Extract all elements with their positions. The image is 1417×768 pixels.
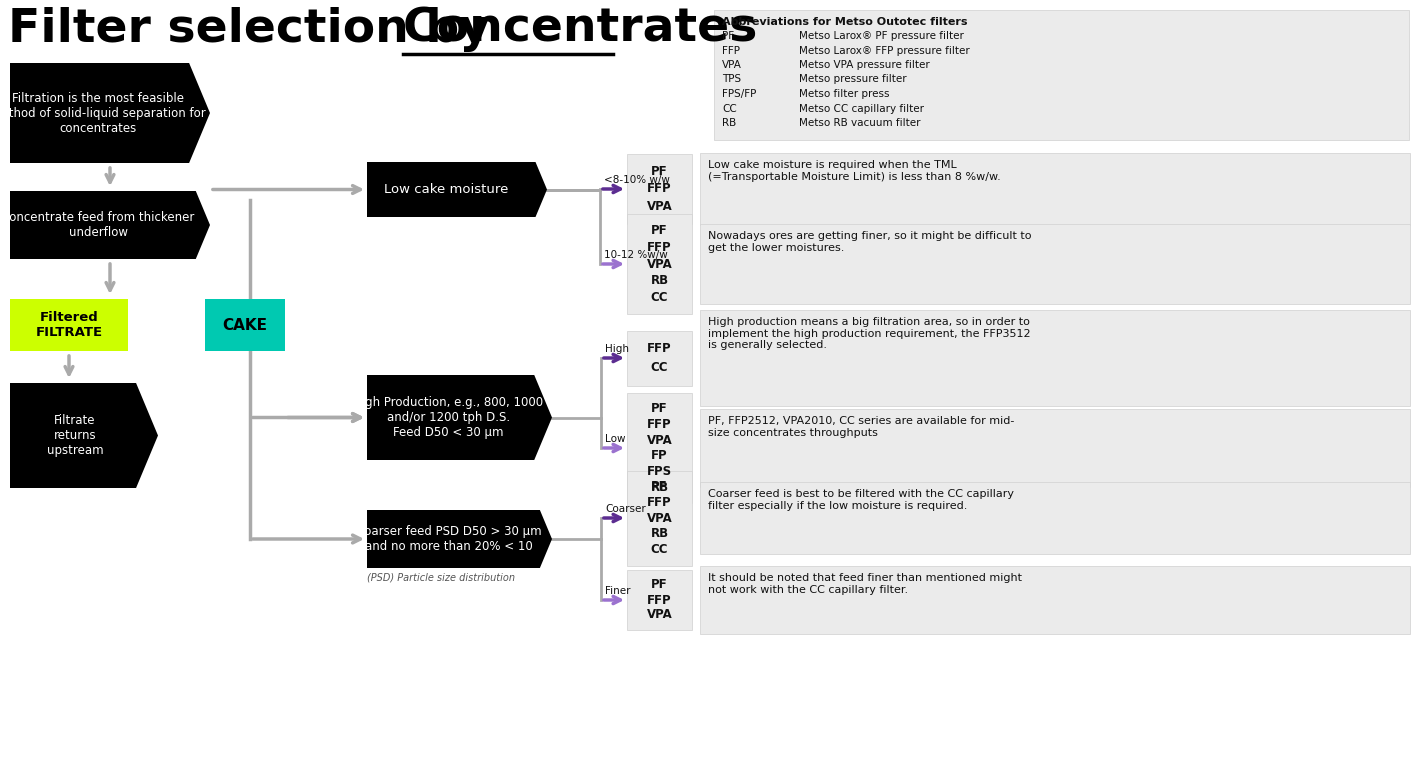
Text: VPA: VPA — [646, 257, 673, 270]
Text: PF: PF — [723, 31, 734, 41]
Text: FFP: FFP — [648, 594, 672, 607]
Bar — [700, 224, 1410, 304]
Bar — [626, 471, 691, 565]
Text: Filtered
FILTRATE: Filtered FILTRATE — [35, 311, 102, 339]
Text: It should be noted that feed finer than mentioned might
not work with the CC cap: It should be noted that feed finer than … — [708, 573, 1022, 594]
Text: Metso CC capillary filter: Metso CC capillary filter — [799, 104, 924, 114]
Bar — [626, 570, 691, 630]
Polygon shape — [367, 162, 547, 217]
Text: Low cake moisture is required when the TML
(=Transportable Moisture Limit) is le: Low cake moisture is required when the T… — [708, 160, 1000, 181]
Bar — [205, 299, 285, 351]
Bar — [626, 393, 691, 503]
Text: Nowadays ores are getting finer, so it might be difficult to
get the lower moist: Nowadays ores are getting finer, so it m… — [708, 231, 1032, 253]
Text: CC: CC — [723, 104, 737, 114]
Text: RB: RB — [650, 481, 669, 494]
Text: Filtration is the most feasible
method of solid-liquid separation for
concentrat: Filtration is the most feasible method o… — [0, 91, 205, 134]
Text: High: High — [605, 344, 629, 354]
Text: VPA: VPA — [646, 511, 673, 525]
Text: Concentrates: Concentrates — [402, 7, 758, 52]
Polygon shape — [10, 383, 159, 488]
Text: High Production, e.g., 800, 1000
and/or 1200 tph D.S.
Feed D50 < 30 μm: High Production, e.g., 800, 1000 and/or … — [353, 396, 544, 439]
Text: CC: CC — [650, 291, 669, 304]
Text: FP: FP — [652, 449, 667, 462]
Text: FFP: FFP — [648, 183, 672, 196]
Text: Concentrate feed from thickener
underflow: Concentrate feed from thickener underflo… — [1, 211, 194, 239]
Text: <8-10% w/w: <8-10% w/w — [604, 175, 670, 185]
Text: Filter selection by: Filter selection by — [9, 7, 506, 52]
Text: Metso filter press: Metso filter press — [799, 89, 890, 99]
Text: CC: CC — [650, 361, 669, 374]
Text: CAKE: CAKE — [222, 317, 268, 333]
Bar — [700, 310, 1410, 406]
Text: Filtrate
returns
upstream: Filtrate returns upstream — [47, 414, 103, 457]
Text: Finer: Finer — [605, 586, 631, 596]
Text: FFP: FFP — [648, 241, 672, 254]
Polygon shape — [367, 375, 553, 460]
Text: PF, FFP2512, VPA2010, CC series are available for mid-
size concentrates through: PF, FFP2512, VPA2010, CC series are avai… — [708, 416, 1015, 438]
Text: FFP: FFP — [723, 45, 740, 55]
Text: PF: PF — [652, 165, 667, 178]
Text: RB: RB — [650, 274, 669, 287]
Text: PF: PF — [652, 402, 667, 415]
Bar — [700, 153, 1410, 225]
Polygon shape — [10, 63, 210, 163]
Text: VPA: VPA — [646, 200, 673, 213]
Text: VPA: VPA — [723, 60, 743, 70]
Text: PF: PF — [652, 578, 667, 591]
Text: Metso RB vacuum filter: Metso RB vacuum filter — [799, 118, 921, 128]
Polygon shape — [10, 191, 210, 259]
Bar — [700, 482, 1410, 554]
Text: Metso VPA pressure filter: Metso VPA pressure filter — [799, 60, 930, 70]
Polygon shape — [367, 510, 553, 568]
Text: Metso Larox® PF pressure filter: Metso Larox® PF pressure filter — [799, 31, 964, 41]
Text: FFP: FFP — [648, 495, 672, 508]
Text: (PSD) Particle size distribution: (PSD) Particle size distribution — [367, 573, 514, 583]
Text: Coarser feed is best to be filtered with the CC capillary
filter especially if t: Coarser feed is best to be filtered with… — [708, 489, 1015, 511]
Bar — [10, 299, 128, 351]
Bar — [626, 330, 691, 386]
Text: Coarser: Coarser — [605, 504, 646, 514]
Text: PF: PF — [652, 480, 667, 493]
Text: FPS: FPS — [648, 465, 672, 478]
Text: 10-12 %w/w: 10-12 %w/w — [604, 250, 667, 260]
Text: PF: PF — [652, 224, 667, 237]
Text: RB: RB — [650, 528, 669, 541]
Text: Abbreviations for Metso Outotec filters: Abbreviations for Metso Outotec filters — [723, 17, 968, 27]
Text: CC: CC — [650, 543, 669, 556]
Text: High production means a big filtration area, so in order to
implement the high p: High production means a big filtration a… — [708, 317, 1030, 350]
Text: FPS/FP: FPS/FP — [723, 89, 757, 99]
Bar — [700, 409, 1410, 487]
Bar — [714, 10, 1408, 140]
Text: Low: Low — [605, 434, 625, 444]
Text: Coarser feed PSD D50 > 30 μm
and no more than 20% < 10: Coarser feed PSD D50 > 30 μm and no more… — [356, 525, 541, 553]
Text: FFP: FFP — [648, 343, 672, 356]
Bar — [700, 566, 1410, 634]
Text: VPA: VPA — [646, 608, 673, 621]
Bar — [626, 154, 691, 224]
Text: RB: RB — [723, 118, 737, 128]
Text: Metso Larox® FFP pressure filter: Metso Larox® FFP pressure filter — [799, 45, 969, 55]
Bar — [626, 214, 691, 314]
Text: Metso pressure filter: Metso pressure filter — [799, 74, 907, 84]
Text: TPS: TPS — [723, 74, 741, 84]
Text: Low cake moisture: Low cake moisture — [384, 183, 509, 196]
Text: VPA: VPA — [646, 434, 673, 447]
Text: FFP: FFP — [648, 418, 672, 431]
